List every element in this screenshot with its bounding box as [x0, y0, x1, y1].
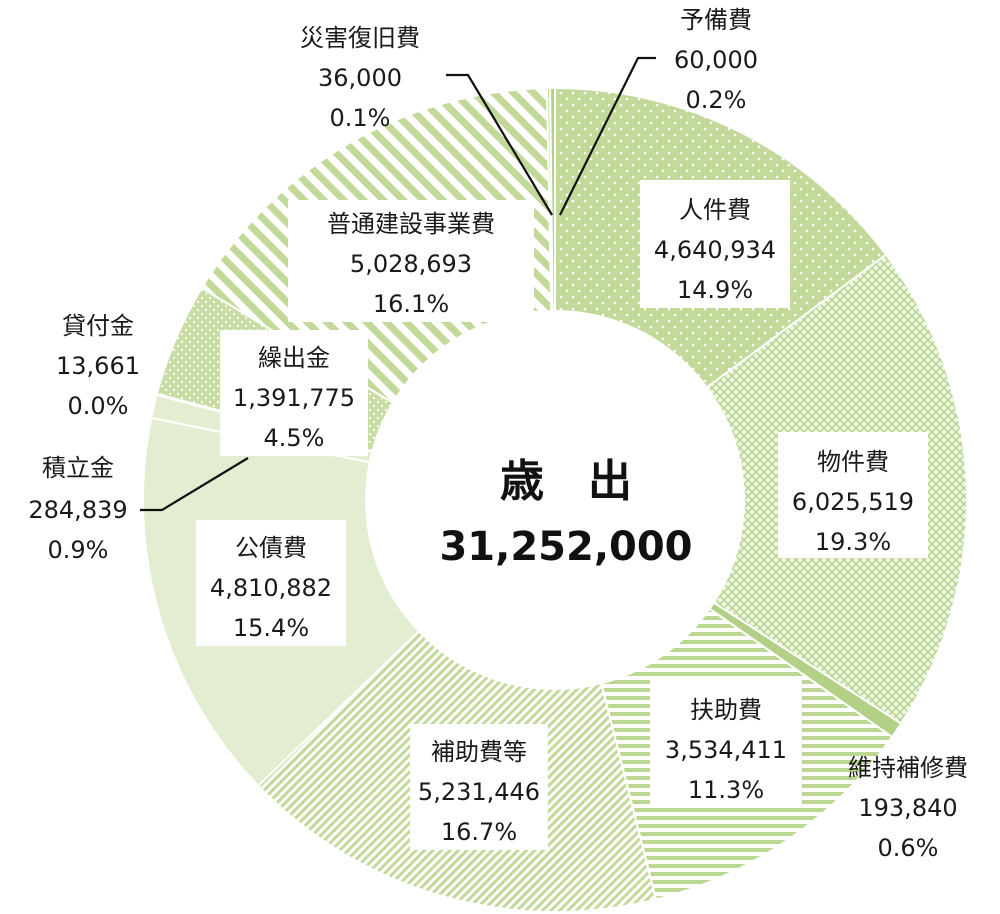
label-name-kuridashi: 繰出金	[258, 344, 330, 372]
leader-lines	[140, 56, 656, 512]
center-total: 歳 出 31,252,000	[439, 456, 692, 570]
label-percent-saigai: 0.1%	[330, 104, 391, 132]
label-name-bukkenhi: 物件費	[817, 448, 889, 476]
label-name-futsu: 普通建設事業費	[327, 210, 495, 238]
label-value-futsu: 5,028,693	[350, 250, 472, 278]
label-value-kosaihi: 4,810,882	[210, 574, 332, 602]
label-percent-jinkenhi: 14.9%	[677, 276, 753, 304]
center-total-value: 31,252,000	[439, 524, 692, 570]
label-name-saigai: 災害復旧費	[300, 24, 420, 52]
label-percent-kosaihi: 15.4%	[233, 614, 309, 642]
label-value-bukkenhi: 6,025,519	[792, 488, 914, 516]
label-name-jinkenhi: 人件費	[679, 196, 751, 224]
label-name-hojohi: 補助費等	[431, 738, 527, 766]
label-name-kosaihi: 公債費	[235, 534, 307, 562]
label-name-ijihoshu: 維持補修費	[848, 754, 968, 782]
label-percent-fujohi: 11.3%	[688, 776, 764, 804]
label-box-kuridashi	[220, 330, 368, 456]
label-name-yobi: 予備費	[680, 6, 752, 34]
label-box-bukkenhi	[778, 432, 928, 558]
label-name-tsumitate: 積立金	[42, 454, 114, 482]
label-value-yobi: 60,000	[674, 46, 758, 74]
label-percent-kuridashi: 4.5%	[264, 424, 325, 452]
label-value-jinkenhi: 4,640,934	[654, 236, 776, 264]
label-value-tsumitate: 284,839	[28, 496, 127, 524]
label-boxes	[196, 180, 928, 850]
label-percent-kashitsuke: 0.0%	[68, 392, 129, 420]
label-value-kuridashi: 1,391,775	[233, 384, 355, 412]
label-value-hojohi: 5,231,446	[418, 778, 540, 806]
label-percent-hojohi: 16.7%	[441, 818, 517, 846]
leader-line-tsumitate	[140, 457, 249, 512]
leader-line-yobi	[559, 56, 656, 216]
label-box-kosaihi	[196, 520, 346, 646]
slice-labels: 人件費 4,640,934 14.9% 物件費 6,025,519 19.3% …	[28, 6, 968, 862]
label-percent-ijihoshu: 0.6%	[878, 834, 939, 862]
label-value-kashitsuke: 13,661	[56, 352, 140, 380]
label-percent-futsu: 16.1%	[373, 290, 449, 318]
label-box-futsu	[288, 200, 534, 322]
label-name-fujohi: 扶助費	[690, 696, 762, 724]
label-value-ijihoshu: 193,840	[858, 794, 957, 822]
label-percent-bukkenhi: 19.3%	[815, 528, 891, 556]
label-box-fujohi	[650, 680, 802, 806]
slice-2	[553, 253, 968, 725]
label-percent-tsumitate: 0.9%	[48, 536, 109, 564]
donut-hole	[365, 310, 745, 690]
label-box-hojohi	[410, 724, 548, 850]
label-percent-yobi: 0.2%	[686, 86, 747, 114]
label-value-fujohi: 3,534,411	[665, 736, 787, 764]
label-name-kashitsuke: 貸付金	[62, 312, 134, 340]
leader-line-saigai	[446, 73, 553, 216]
label-box-jinkenhi	[640, 180, 790, 308]
center-title: 歳 出	[500, 456, 632, 507]
label-value-saigai: 36,000	[318, 64, 402, 92]
